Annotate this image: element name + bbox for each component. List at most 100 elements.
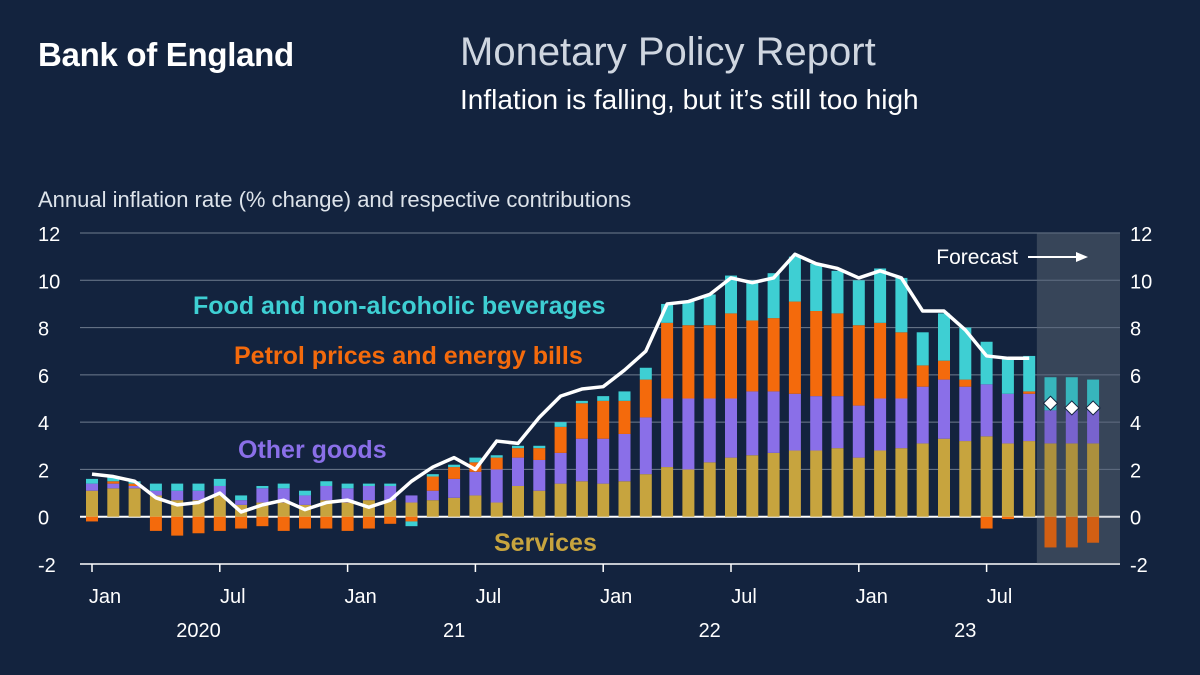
bar-energy — [86, 516, 98, 522]
bar-services — [767, 452, 780, 517]
bar-energy — [1023, 391, 1036, 394]
bar-food — [938, 313, 950, 361]
y-tick-label-left: 10 — [38, 271, 60, 293]
bar-energy — [1087, 516, 1100, 543]
y-tick-label-right: 2 — [1130, 460, 1141, 482]
x-tick-label: Jan — [856, 586, 888, 608]
y-tick-label-left: -2 — [38, 555, 56, 577]
bar-energy — [490, 457, 503, 470]
bar-energy — [682, 325, 695, 399]
bar-energy — [703, 325, 716, 399]
bar-energy — [874, 322, 887, 399]
bar-services — [661, 467, 674, 517]
y-tick-label-right: 8 — [1130, 319, 1141, 341]
bar-other-goods — [149, 490, 162, 496]
bar-services — [575, 481, 588, 517]
bar-food — [426, 474, 439, 477]
bar-food — [235, 495, 248, 501]
bar-food — [533, 445, 546, 449]
bar-services — [1065, 443, 1078, 517]
bar-other-goods — [916, 386, 929, 444]
bar-services — [1044, 443, 1057, 517]
bar-other-goods — [639, 417, 652, 475]
bar-other-goods — [533, 459, 546, 491]
bar-other-goods — [895, 398, 908, 449]
bar-services — [831, 448, 844, 517]
bar-other-goods — [1087, 410, 1100, 444]
bar-services — [533, 490, 546, 517]
bar-food — [171, 483, 184, 491]
bar-energy — [299, 516, 311, 529]
bar-energy — [107, 481, 120, 484]
bar-energy — [1065, 516, 1078, 548]
bar-services — [682, 469, 695, 517]
bar-energy — [192, 516, 205, 534]
bar-energy — [959, 379, 972, 387]
bar-energy — [895, 332, 908, 399]
bar-other-goods — [405, 495, 418, 503]
bar-services — [128, 488, 141, 517]
y-tick-label-right: -2 — [1130, 555, 1148, 577]
bar-food — [831, 270, 844, 314]
bar-energy — [639, 379, 652, 418]
series-annotation-services: Services — [494, 529, 597, 557]
bar-other-goods — [938, 379, 950, 439]
bar-services — [703, 462, 716, 517]
bar-other-goods — [852, 405, 865, 458]
bar-energy — [512, 448, 524, 458]
bar-other-goods — [128, 485, 141, 489]
bar-energy — [384, 516, 397, 524]
y-tick-label-left: 12 — [38, 224, 60, 246]
x-year-label: 22 — [699, 620, 721, 642]
forecast-point — [1085, 400, 1101, 416]
bar-energy — [1044, 516, 1057, 548]
bar-other-goods — [192, 490, 205, 501]
bar-energy — [235, 516, 248, 529]
bar-energy — [852, 325, 865, 406]
bar-other-goods — [320, 485, 333, 501]
bar-energy — [916, 365, 929, 387]
forecast-point — [1064, 400, 1080, 416]
y-tick-label-right: 10 — [1130, 271, 1152, 293]
y-axis-label: Annual inflation rate (% change) and res… — [38, 187, 632, 212]
bar-food — [1065, 377, 1078, 411]
bar-other-goods — [575, 438, 588, 482]
bar-services — [788, 450, 801, 517]
bar-energy — [362, 516, 375, 529]
bar-food — [341, 483, 354, 489]
bar-other-goods — [235, 500, 248, 505]
bar-other-goods — [746, 391, 759, 456]
bar-food — [895, 277, 908, 333]
bar-services — [149, 495, 162, 517]
bar-other-goods — [1001, 393, 1014, 444]
bar-services — [916, 443, 929, 517]
bar-food — [1001, 358, 1014, 394]
bar-services — [597, 483, 610, 517]
bar-other-goods — [107, 483, 120, 489]
brand-logo: Bank of England — [38, 36, 294, 73]
bar-food — [597, 396, 610, 401]
bar-services — [512, 485, 524, 517]
series-annotation-energy: Petrol prices and energy bills — [234, 342, 583, 370]
bar-energy — [661, 322, 674, 399]
bar-food — [512, 445, 524, 449]
bar-services — [746, 455, 759, 517]
bar-services — [959, 441, 972, 517]
bar-food — [852, 280, 865, 326]
x-year-label: 23 — [954, 620, 976, 642]
bar-energy — [810, 311, 823, 397]
bar-services — [810, 450, 823, 517]
bar-food — [107, 476, 120, 482]
bar-services — [384, 500, 397, 517]
series-annotation-food: Food and non-alcoholic beverages — [193, 292, 606, 320]
bar-other-goods — [959, 386, 972, 442]
bar-services — [469, 495, 482, 517]
bar-food — [277, 483, 290, 489]
bar-other-goods — [554, 452, 567, 484]
bar-food — [703, 294, 716, 326]
y-tick-label-left: 0 — [38, 508, 49, 530]
bar-energy — [171, 516, 184, 536]
bar-services — [895, 448, 908, 517]
bar-other-goods — [1065, 410, 1078, 444]
bar-energy — [575, 403, 588, 439]
